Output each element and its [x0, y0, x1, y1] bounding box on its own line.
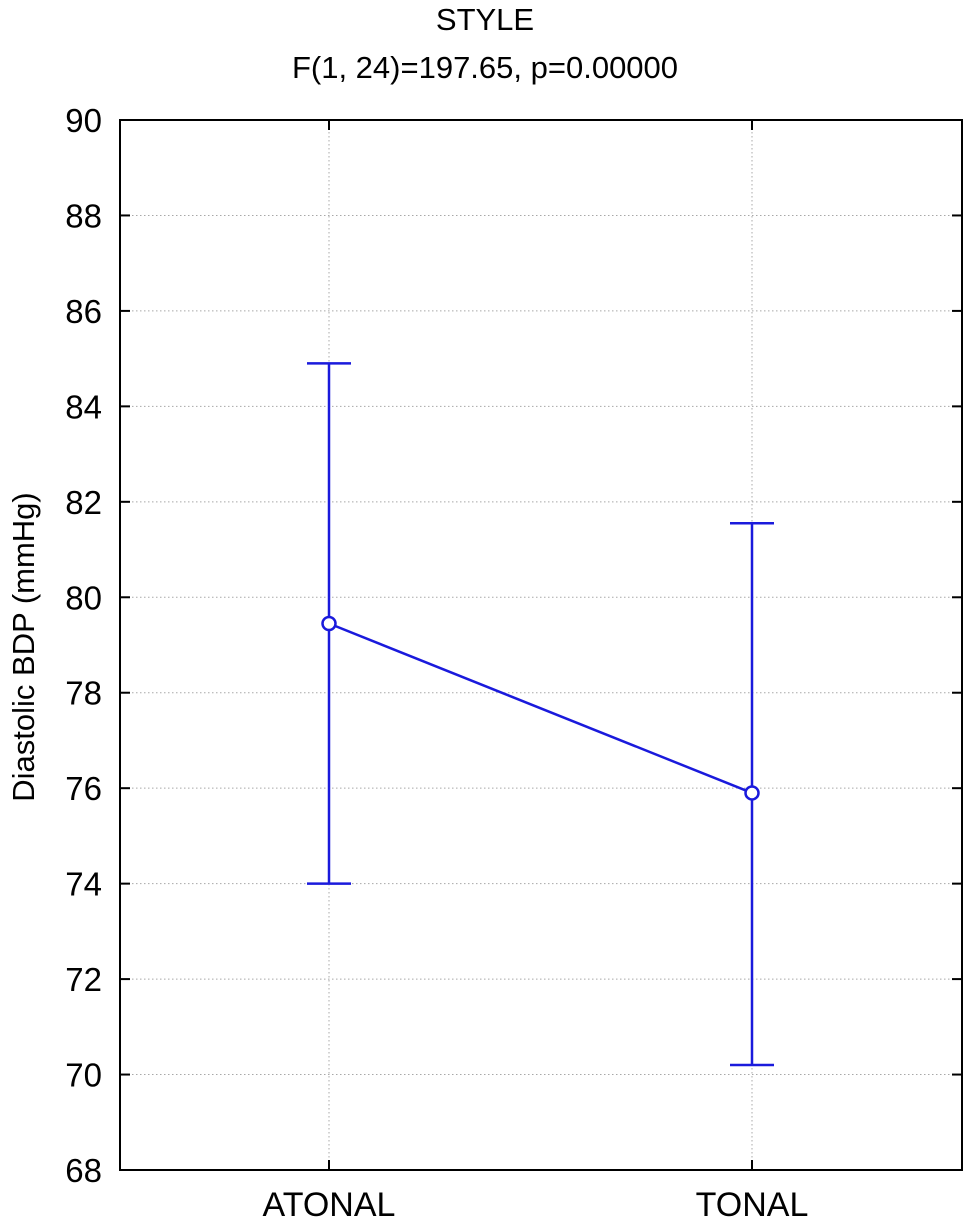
- series-line: [328, 622, 753, 795]
- chart-title: STYLE: [436, 2, 534, 37]
- y-tick-label: 88: [65, 197, 102, 234]
- series-layer: [307, 362, 774, 1067]
- y-tick-label: 90: [65, 102, 102, 139]
- x-tick-label: ATONAL: [263, 1186, 396, 1224]
- plot-frame: [119, 119, 963, 1171]
- y-tick-label: 82: [65, 484, 102, 521]
- grid-lines: [120, 120, 962, 1170]
- y-axis-label: Diastolic BDP (mmHg): [6, 492, 41, 801]
- y-tick-label: 72: [65, 961, 102, 998]
- y-tick-label: 80: [65, 579, 102, 616]
- y-tick-label: 86: [65, 293, 102, 330]
- tick-marks: [120, 119, 962, 1171]
- y-tick-label: 78: [65, 675, 102, 712]
- x-tick-labels: ATONAL TONAL: [263, 1186, 809, 1224]
- chart-subtitle: F(1, 24)=197.65, p=0.00000: [292, 50, 678, 85]
- y-tick-label: 84: [65, 388, 102, 425]
- y-tick-labels: 68 70 72 74 76 78 80 82 84 86 88 90: [65, 102, 102, 1189]
- y-tick-label: 68: [65, 1152, 102, 1189]
- x-tick-label: TONAL: [696, 1186, 809, 1224]
- data-point: [321, 615, 337, 632]
- y-tick-label: 70: [65, 1057, 102, 1094]
- data-point: [744, 785, 760, 801]
- y-tick-label: 74: [65, 866, 102, 903]
- y-tick-label: 76: [65, 770, 102, 807]
